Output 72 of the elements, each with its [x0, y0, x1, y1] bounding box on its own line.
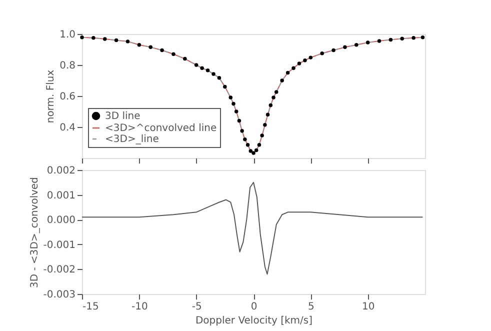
- y-tick-label: 0.000: [46, 215, 76, 226]
- point: [148, 45, 152, 50]
- y-tick-label: -0.002: [43, 264, 76, 276]
- x-tick-label: -15: [82, 302, 99, 312]
- y-axis-title: norm. Flux: [46, 70, 57, 124]
- point: [377, 39, 382, 43]
- point: [274, 90, 278, 94]
- point: [292, 66, 296, 70]
- point: [126, 40, 130, 44]
- point: [260, 134, 264, 138]
- point: [102, 37, 107, 41]
- point: [286, 70, 290, 75]
- y-tick-label: 1.0: [60, 30, 76, 40]
- point: [400, 36, 404, 41]
- point: [248, 149, 253, 153]
- point: [354, 42, 358, 47]
- point: [237, 118, 242, 123]
- point: [114, 38, 118, 42]
- point: [388, 38, 393, 42]
- point: [252, 151, 256, 155]
- point: [332, 48, 336, 52]
- point: [343, 45, 347, 50]
- point: [257, 142, 262, 147]
- legend-label: 3D line: [105, 111, 140, 122]
- point: [172, 52, 176, 56]
- x-tick-label: -5: [192, 302, 202, 312]
- x-tick-label: 0: [250, 302, 258, 312]
- y-tick-label: 0.8: [60, 60, 76, 72]
- x-tick-label: -10: [131, 302, 148, 312]
- point: [240, 129, 244, 133]
- x-axis-title: Doppler Velocity [km/s]: [195, 316, 313, 326]
- y-tick-label: -0.001: [43, 240, 76, 251]
- point: [234, 110, 238, 114]
- y-tick-label: 0.002: [46, 166, 76, 176]
- point: [92, 36, 96, 40]
- point: [223, 84, 227, 89]
- point: [272, 96, 276, 100]
- point: [320, 52, 324, 56]
- point: [297, 62, 302, 66]
- point: [303, 58, 307, 62]
- y-tick-label: 0.4: [60, 122, 76, 134]
- point: [254, 148, 258, 152]
- legend-label: <3D>_line: [105, 134, 159, 145]
- x-tick-label: 10: [362, 302, 375, 312]
- point: [160, 48, 164, 52]
- point: [183, 56, 187, 61]
- y-tick-label: 0.001: [46, 190, 76, 202]
- point: [366, 40, 370, 44]
- point: [263, 122, 267, 127]
- point: [246, 142, 250, 147]
- x-tick-label: 5: [308, 302, 314, 312]
- point: [217, 76, 222, 80]
- point: [268, 103, 273, 108]
- point: [266, 112, 270, 116]
- point: [137, 42, 142, 47]
- point: [80, 36, 84, 40]
- point: [308, 56, 313, 60]
- point: [232, 102, 236, 106]
- y-axis-title: 3D - <3D>_convolved: [29, 176, 40, 288]
- point: [243, 138, 247, 142]
- point: [212, 72, 216, 76]
- point: [280, 78, 284, 82]
- y-tick-label: -0.003: [43, 290, 76, 300]
- point: [206, 68, 210, 72]
- legend-label: <3D>^convolved line: [105, 123, 217, 134]
- point: [194, 63, 198, 67]
- point: [420, 36, 425, 40]
- y-tick-label: 0.6: [60, 92, 76, 102]
- point: [228, 96, 233, 100]
- point: [200, 66, 204, 70]
- point: [412, 36, 416, 40]
- line-series: [82, 182, 424, 275]
